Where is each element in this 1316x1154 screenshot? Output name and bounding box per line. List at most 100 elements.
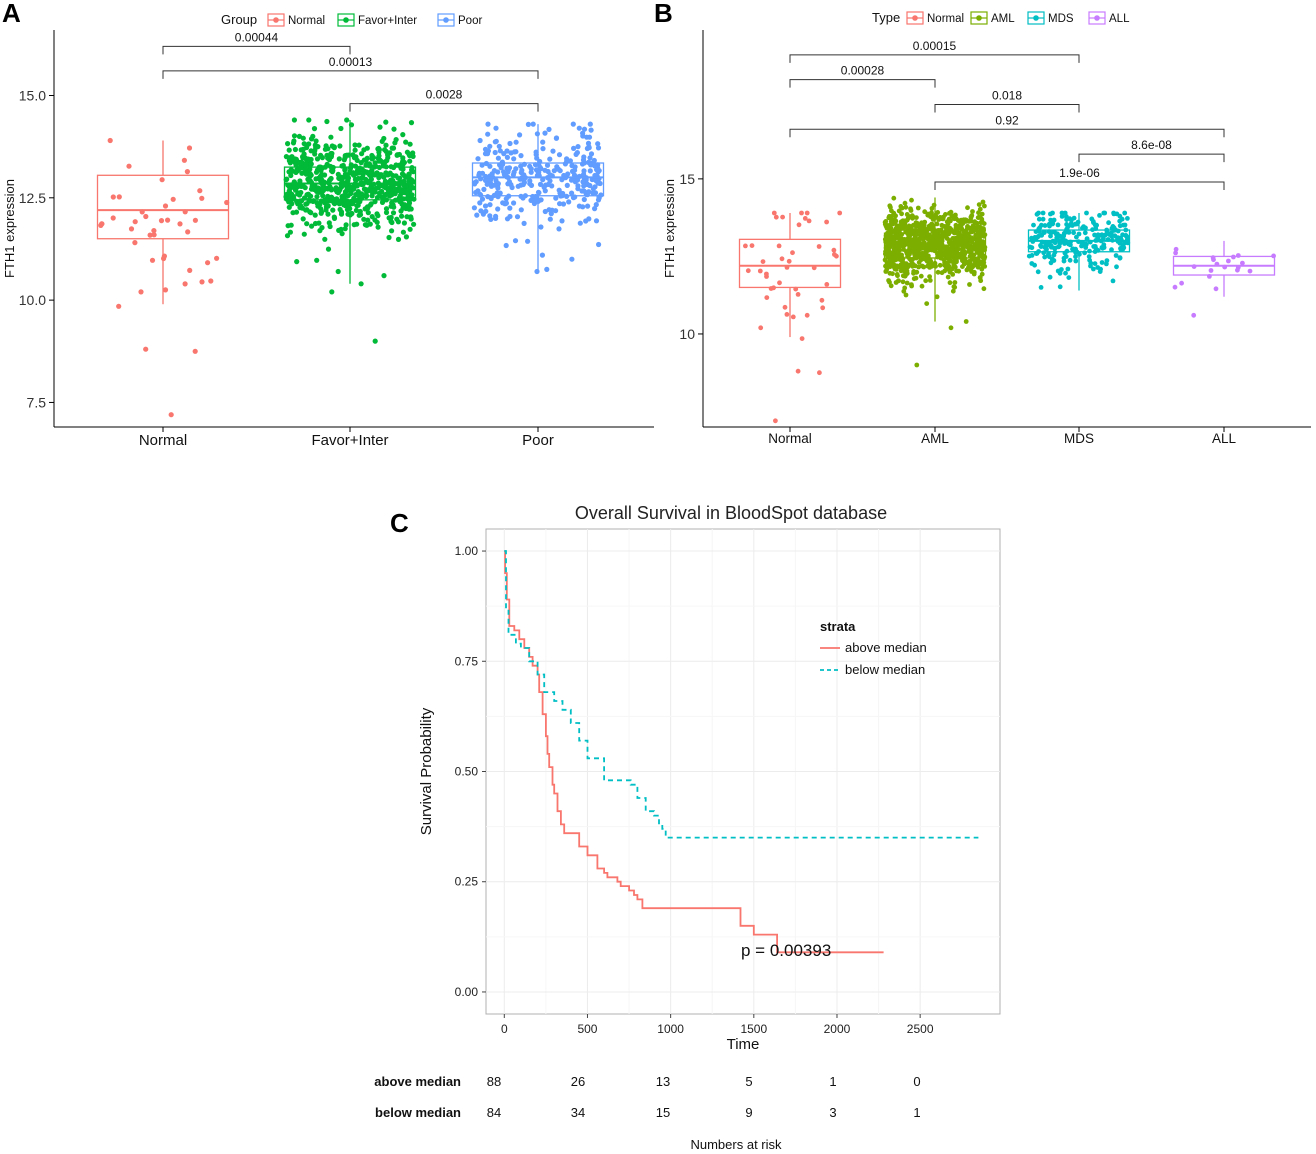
data-point <box>492 149 498 156</box>
data-point <box>974 220 980 226</box>
data-point <box>485 194 491 200</box>
data-point <box>187 267 193 273</box>
data-point <box>511 149 518 155</box>
data-point <box>806 218 812 224</box>
comparison-bracket <box>789 79 936 88</box>
data-point <box>383 209 390 216</box>
data-point <box>182 281 188 287</box>
data-point <box>381 273 387 279</box>
data-point <box>950 288 956 294</box>
data-point <box>487 163 493 169</box>
data-point <box>891 195 897 201</box>
data-point <box>973 246 978 252</box>
x-tick-label: 0 <box>501 1022 508 1036</box>
data-point <box>302 155 308 161</box>
data-point <box>292 146 298 153</box>
data-point <box>1048 244 1054 250</box>
data-point <box>374 170 380 176</box>
data-point <box>325 211 331 217</box>
data-point <box>952 280 958 285</box>
data-point <box>977 275 983 281</box>
data-point <box>760 259 766 264</box>
data-point <box>931 202 937 208</box>
data-point <box>372 338 378 344</box>
data-point <box>795 292 801 297</box>
data-point <box>364 145 370 151</box>
data-point <box>909 283 914 289</box>
comparison-brackets: 0.00015 0.00028 0.018 0.92 8.6e-08 1.9e-06 <box>789 39 1225 190</box>
data-point <box>888 218 894 224</box>
data-point <box>1092 261 1098 266</box>
data-point <box>300 146 306 152</box>
data-point <box>925 211 931 217</box>
risk-count: 15 <box>656 1105 670 1120</box>
legend-key-dot <box>343 17 349 23</box>
data-point <box>371 188 377 194</box>
data-point <box>399 171 406 177</box>
data-point <box>475 156 481 162</box>
data-point <box>1113 253 1119 258</box>
data-point <box>1032 262 1037 268</box>
data-point <box>487 143 493 149</box>
data-point <box>745 268 751 274</box>
data-point <box>107 137 113 144</box>
data-point <box>336 201 342 207</box>
data-point <box>338 209 345 215</box>
data-point <box>312 151 318 157</box>
data-point <box>377 124 383 130</box>
data-point <box>181 157 187 163</box>
data-point <box>149 257 156 263</box>
y-axis-title: Survival Probability <box>418 707 435 835</box>
data-point <box>542 130 548 136</box>
data-point <box>318 209 325 215</box>
data-point <box>407 158 413 164</box>
data-point <box>308 148 314 154</box>
data-point <box>1109 247 1114 253</box>
data-point <box>942 252 947 258</box>
data-point <box>943 228 949 234</box>
data-point <box>773 418 778 424</box>
data-point <box>900 279 906 285</box>
data-point <box>1036 233 1041 239</box>
data-point <box>299 170 305 176</box>
data-point <box>147 232 153 238</box>
y-tick-label: 1.00 <box>455 544 479 558</box>
data-point <box>581 171 587 177</box>
x-tick-label: 2500 <box>907 1022 934 1036</box>
data-point <box>308 210 314 216</box>
data-point <box>545 181 552 187</box>
data-point <box>311 126 318 132</box>
data-point <box>570 121 576 127</box>
data-point <box>587 168 593 174</box>
data-point <box>1101 210 1107 216</box>
legend-label: Normal <box>927 13 964 25</box>
data-point <box>322 146 328 152</box>
data-point <box>952 252 958 258</box>
x-tick-label: 1000 <box>657 1022 684 1036</box>
data-point <box>372 217 378 223</box>
data-point <box>1040 210 1046 216</box>
data-point <box>896 278 901 284</box>
data-point <box>288 222 294 228</box>
data-point <box>799 336 805 341</box>
data-point <box>402 188 408 194</box>
legend-key-dot <box>1094 15 1100 21</box>
data-point <box>374 195 380 201</box>
data-point <box>916 260 922 265</box>
data-point <box>916 236 922 242</box>
data-point <box>1026 253 1032 259</box>
data-point <box>958 251 964 257</box>
data-point <box>780 214 785 220</box>
data-point <box>518 207 524 213</box>
data-point <box>764 295 770 300</box>
data-point <box>950 236 956 241</box>
data-point <box>409 192 415 198</box>
data-point <box>132 219 138 225</box>
data-point <box>297 178 303 184</box>
p-value-annotation: p = 0.00393 <box>741 941 831 960</box>
data-point <box>1097 269 1103 274</box>
data-point <box>568 177 575 183</box>
data-point <box>1038 285 1044 290</box>
risk-count: 9 <box>745 1105 752 1120</box>
data-point <box>900 226 906 231</box>
